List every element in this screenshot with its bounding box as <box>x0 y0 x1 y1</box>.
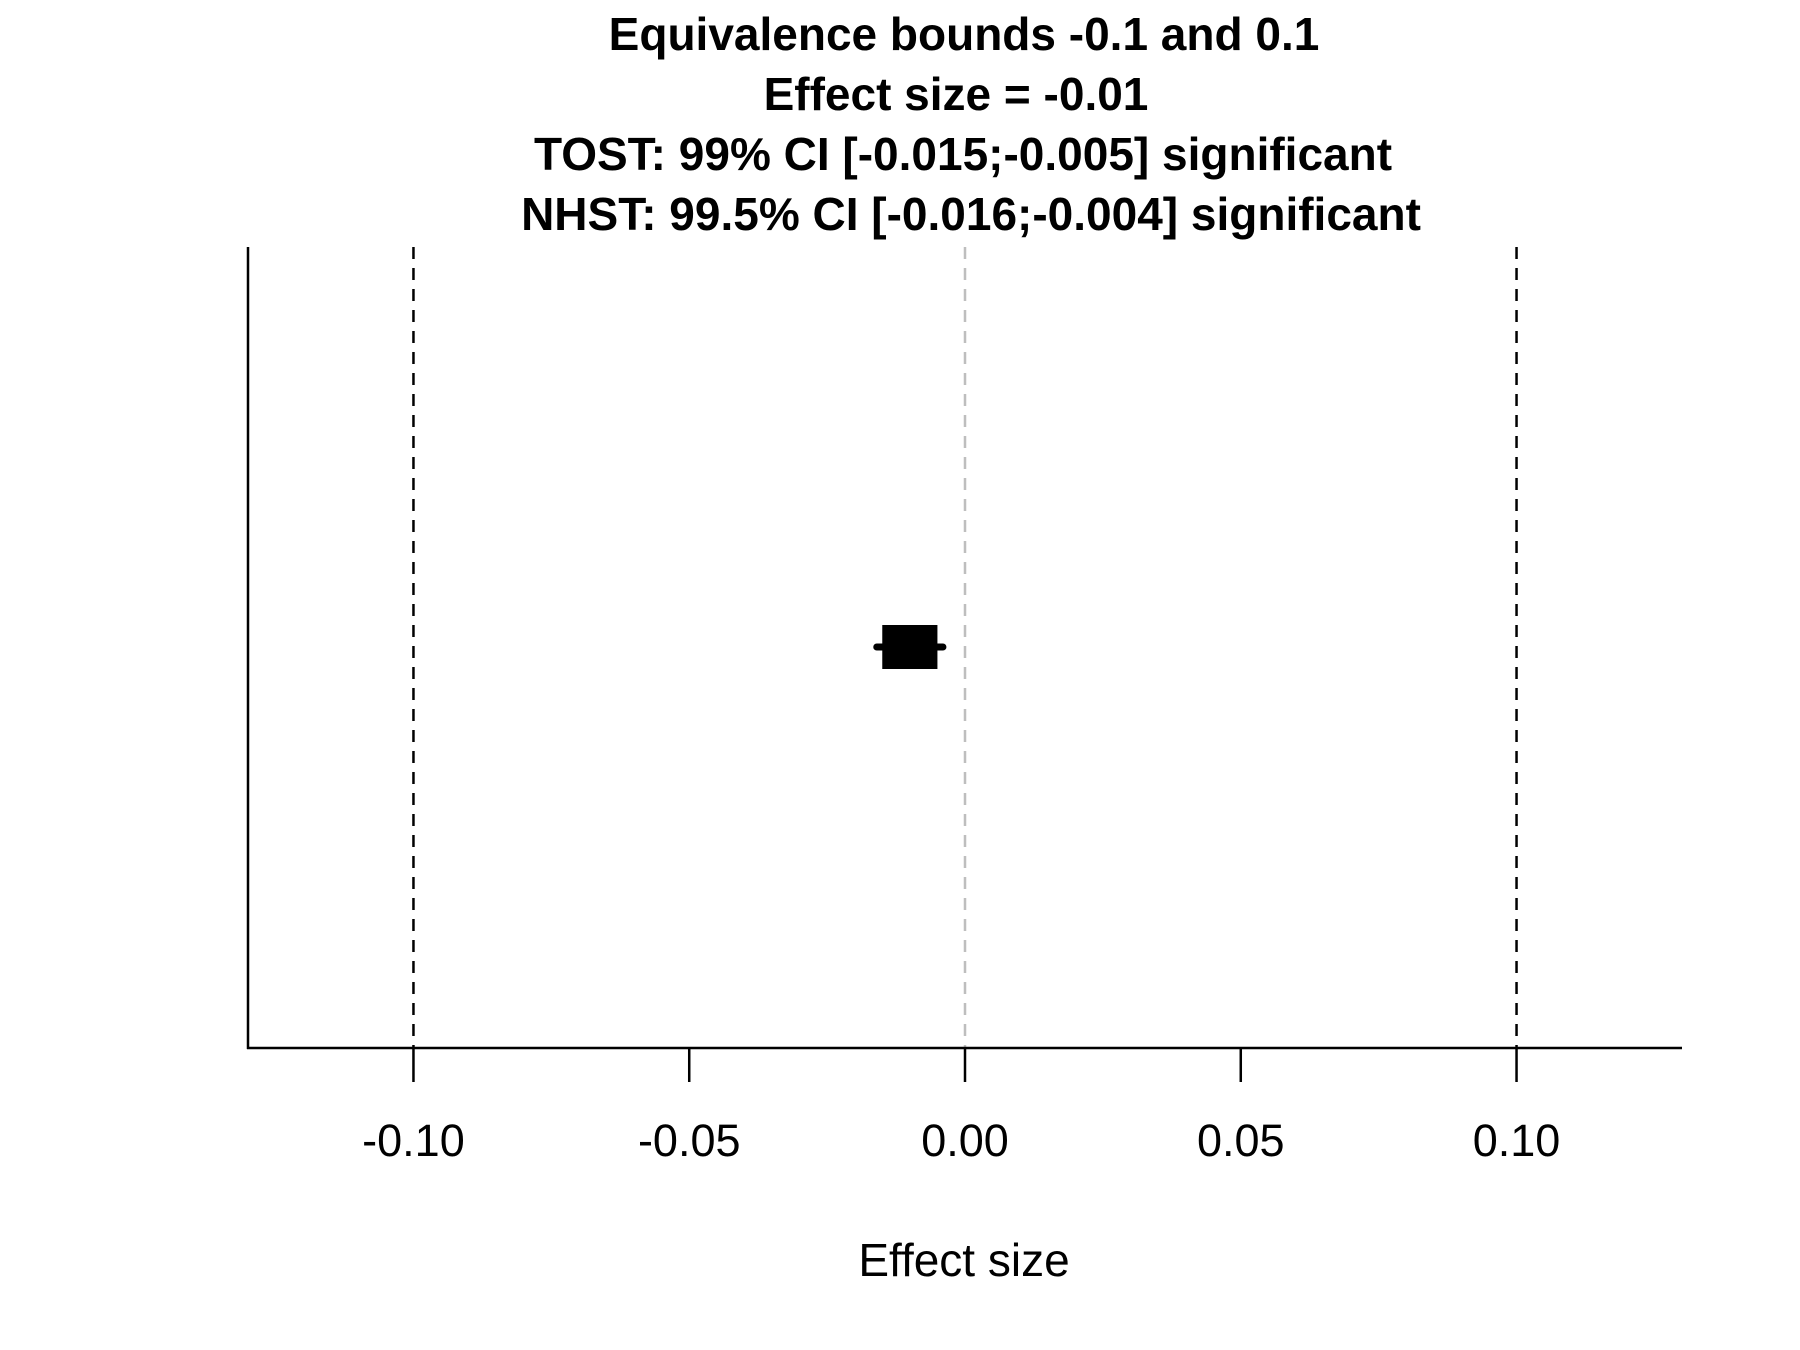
title-line-4: NHST: 99.5% CI [-0.016;-0.004] significa… <box>521 188 1421 240</box>
title-line-3: TOST: 99% CI [-0.015;-0.005] significant <box>534 128 1392 180</box>
x-axis-label: Effect size <box>858 1234 1069 1286</box>
point-estimate-marker <box>905 643 914 651</box>
title-line-2: Effect size = -0.01 <box>764 68 1149 120</box>
x-tick-label: 0.10 <box>1473 1115 1561 1166</box>
title-line-1: Equivalence bounds -0.1 and 0.1 <box>609 8 1320 60</box>
x-tick-label: 0.05 <box>1197 1115 1285 1166</box>
chart-title: Equivalence bounds -0.1 and 0.1 Effect s… <box>521 8 1421 240</box>
x-tick-label: -0.10 <box>362 1115 465 1166</box>
plot-area: -0.10 -0.05 0.00 0.05 0.10 <box>246 247 1682 1166</box>
x-tick-label: 0.00 <box>921 1115 1009 1166</box>
x-tick-label: -0.05 <box>638 1115 741 1166</box>
